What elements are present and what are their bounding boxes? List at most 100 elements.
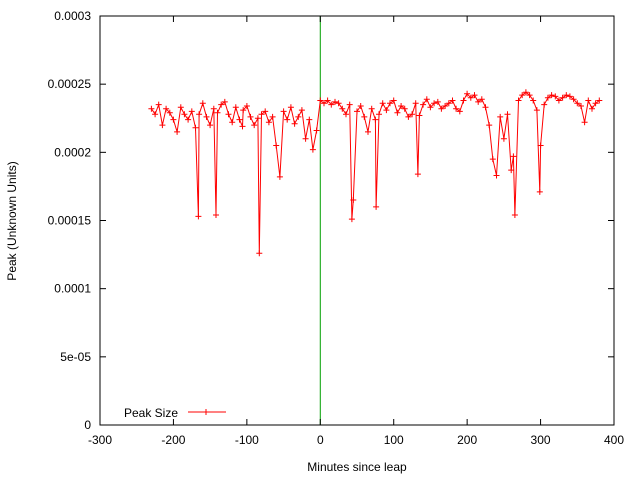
data-point-marker bbox=[152, 111, 159, 118]
data-point-marker bbox=[387, 100, 393, 107]
data-point-marker bbox=[442, 103, 449, 109]
data-point-marker bbox=[210, 105, 217, 112]
data-point-marker bbox=[420, 101, 427, 108]
data-point-marker bbox=[195, 213, 202, 220]
data-point-marker bbox=[159, 122, 166, 129]
x-tick-label: 100 bbox=[384, 433, 404, 447]
data-point-marker bbox=[280, 108, 287, 115]
data-point-marker bbox=[578, 103, 584, 109]
data-point-marker bbox=[574, 100, 581, 107]
data-point-marker bbox=[321, 100, 327, 107]
data-point-marker bbox=[460, 97, 467, 104]
legend: Peak Size bbox=[124, 406, 226, 420]
data-point-marker bbox=[239, 123, 246, 130]
y-axis-title: Peak (Unknown Units) bbox=[5, 161, 19, 280]
data-point-marker bbox=[445, 100, 452, 107]
data-point-marker bbox=[302, 135, 309, 142]
legend-marker-swatch bbox=[203, 409, 209, 415]
data-point-marker bbox=[486, 122, 493, 129]
y-tick-label: 5e-05 bbox=[60, 350, 91, 364]
data-point-marker bbox=[489, 156, 496, 163]
data-point-marker bbox=[254, 115, 261, 122]
data-point-marker bbox=[592, 100, 599, 107]
data-point-marker bbox=[354, 108, 360, 115]
data-point-marker bbox=[500, 135, 507, 142]
data-point-marker bbox=[434, 98, 441, 105]
data-point-marker bbox=[203, 113, 210, 120]
data-point-marker bbox=[541, 101, 548, 108]
data-point-marker bbox=[213, 212, 219, 218]
data-point-marker bbox=[232, 104, 239, 111]
x-tick-label: 200 bbox=[457, 433, 477, 447]
x-tick-label: 0 bbox=[317, 433, 324, 447]
data-point-marker bbox=[423, 96, 430, 103]
data-point-marker bbox=[155, 101, 162, 108]
data-point-marker bbox=[295, 113, 302, 120]
data-point-marker bbox=[181, 111, 188, 118]
legend-label-peak-size: Peak Size bbox=[124, 406, 178, 420]
data-point-marker bbox=[269, 113, 276, 120]
x-axis-title: Minutes since leap bbox=[307, 460, 407, 474]
data-point-marker bbox=[328, 101, 335, 108]
data-point-marker bbox=[372, 116, 379, 123]
data-point-marker bbox=[431, 100, 438, 107]
data-point-marker bbox=[317, 97, 324, 104]
data-point-marker bbox=[536, 188, 543, 195]
data-point-marker bbox=[379, 100, 386, 107]
data-point-marker bbox=[346, 101, 353, 108]
data-point-marker bbox=[519, 92, 526, 99]
data-point-marker bbox=[313, 127, 320, 134]
data-point-marker bbox=[177, 104, 184, 111]
y-tick-label: 0 bbox=[84, 418, 91, 432]
data-point-marker bbox=[287, 104, 294, 111]
data-point-marker bbox=[427, 104, 434, 111]
data-point-marker bbox=[262, 108, 269, 115]
data-point-marker bbox=[174, 128, 181, 135]
x-tick-label: -100 bbox=[235, 433, 259, 447]
data-point-marker bbox=[236, 116, 243, 123]
data-point-marker bbox=[309, 146, 316, 153]
data-point-marker bbox=[221, 98, 228, 105]
data-point-marker bbox=[376, 111, 382, 118]
data-point-marker bbox=[324, 97, 331, 104]
y-axis-ticks: 0 5e-05 0.0001 0.00015 0.0002 0.00025 0.0003 bbox=[48, 9, 614, 432]
data-point-marker bbox=[504, 111, 511, 118]
data-point-marker bbox=[291, 120, 298, 127]
data-point-marker bbox=[348, 216, 355, 223]
data-point-marker bbox=[148, 105, 155, 112]
data-point-marker bbox=[453, 105, 460, 112]
data-point-marker bbox=[409, 111, 416, 118]
x-tick-label: 400 bbox=[604, 433, 624, 447]
data-point-marker bbox=[508, 167, 515, 174]
data-point-marker bbox=[548, 92, 555, 99]
data-point-marker bbox=[218, 101, 225, 108]
data-point-marker bbox=[170, 116, 177, 123]
data-point-marker bbox=[394, 109, 401, 116]
data-point-marker bbox=[414, 171, 421, 178]
data-point-marker bbox=[265, 119, 272, 126]
data-point-marker bbox=[552, 93, 559, 100]
data-point-marker bbox=[298, 107, 305, 114]
data-point-marker bbox=[581, 119, 588, 126]
data-point-marker bbox=[332, 98, 338, 105]
data-point-marker bbox=[563, 92, 570, 99]
data-point-marker bbox=[533, 107, 540, 114]
data-point-marker bbox=[207, 122, 214, 129]
y-tick-label: 0.0001 bbox=[54, 282, 91, 296]
data-point-marker bbox=[530, 97, 537, 104]
y-tick-label: 0.0003 bbox=[54, 9, 91, 23]
data-point-marker bbox=[251, 122, 258, 129]
data-point-marker bbox=[405, 113, 412, 120]
x-axis-ticks: -300 -200 -100 0 100 200 300 400 bbox=[88, 16, 624, 447]
data-point-marker bbox=[416, 112, 423, 119]
data-point-marker bbox=[199, 100, 206, 107]
data-point-marker bbox=[456, 108, 463, 115]
data-point-marker bbox=[247, 113, 254, 120]
data-point-marker bbox=[229, 119, 236, 126]
y-tick-label: 0.0002 bbox=[54, 145, 91, 159]
data-point-marker bbox=[398, 103, 405, 109]
data-point-marker bbox=[240, 107, 247, 114]
data-point-marker bbox=[510, 153, 517, 160]
data-point-marker bbox=[589, 105, 595, 112]
